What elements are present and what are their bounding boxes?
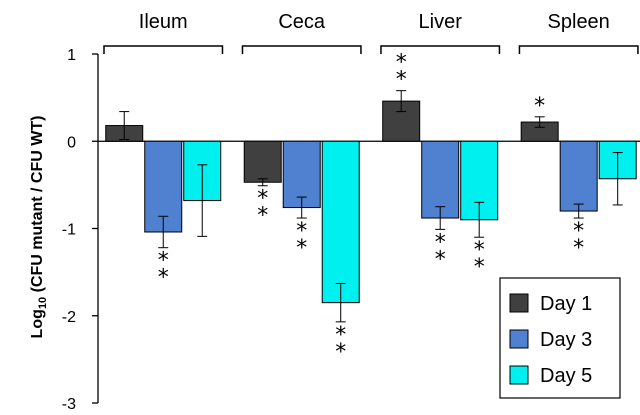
significance-star: * [534, 94, 545, 119]
significance-star: * [158, 249, 169, 274]
y-axis-label-subscript: 10 [37, 297, 49, 309]
category-label: Liver [419, 11, 463, 33]
legend: Day 1 Day 3 Day 5 [499, 277, 621, 399]
significance-star: * [396, 51, 407, 76]
category-bracket [518, 45, 639, 54]
significance-star: * [474, 238, 485, 263]
significance-star: * [573, 219, 584, 244]
y-tick-label: 1 [67, 47, 76, 64]
significance-star: * [573, 236, 584, 261]
category-label: Ileum [139, 11, 188, 33]
significance-star: * [257, 187, 268, 212]
legend-label: Day 5 [540, 365, 592, 387]
significance-star: * [396, 68, 407, 93]
category-groups: Ileum Ceca Liver Spleen [103, 11, 639, 54]
significance-marks: ************ ***** [158, 51, 584, 365]
significance-star: * [296, 219, 307, 244]
category-bracket [241, 45, 362, 54]
y-axis-label-rest: (CFU mutant / CFU WT) [29, 116, 46, 297]
y-tick-label: 0 [67, 134, 76, 151]
legend-label: Day 1 [540, 293, 592, 315]
bar [243, 140, 282, 183]
legend-swatch [509, 329, 529, 349]
bar [321, 140, 360, 304]
y-tick-label: -1 [62, 222, 76, 239]
significance-star: * [435, 230, 446, 255]
significance-star: * [158, 266, 169, 291]
category-bracket [380, 45, 501, 54]
bar [282, 140, 321, 209]
legend-swatch [509, 293, 529, 313]
significance-star: * [435, 247, 446, 272]
bars [105, 100, 637, 304]
significance-star: * [335, 340, 346, 365]
y-tick-label: -2 [62, 309, 76, 326]
significance-star: * [257, 204, 268, 229]
category-label: Ceca [278, 11, 326, 33]
category-bracket [103, 45, 224, 54]
bar [421, 140, 460, 219]
error-bars [119, 90, 623, 323]
significance-star: * [474, 255, 485, 280]
y-axis-label-main: Log [29, 309, 46, 338]
significance-star: * [296, 236, 307, 261]
significance-star: * [335, 323, 346, 348]
category-label: Spleen [548, 11, 610, 33]
legend-swatch [509, 365, 529, 385]
bar [559, 140, 598, 212]
legend-label: Day 3 [540, 329, 592, 351]
y-tick-label: -3 [62, 396, 76, 413]
y-axis-label: Log10 (CFU mutant / CFU WT) [29, 116, 49, 339]
